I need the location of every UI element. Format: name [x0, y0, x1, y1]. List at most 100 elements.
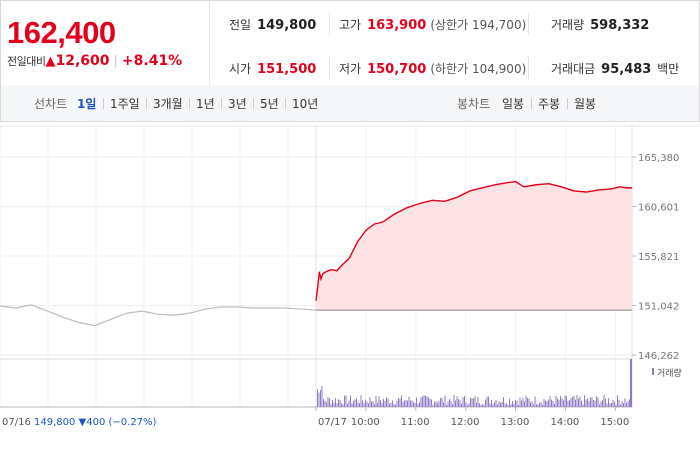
tab-monthly-candle[interactable]: 월봉: [574, 97, 597, 111]
volume-bar: [588, 401, 590, 407]
volume-bar: [366, 401, 368, 407]
change-rate: +8.41%: [121, 53, 183, 69]
volume-bar: [539, 403, 540, 407]
volume-bar: [585, 399, 587, 407]
volume-bar: [336, 403, 338, 407]
volume-bar: [431, 399, 432, 407]
tab-5y[interactable]: 5년: [260, 97, 279, 111]
volume-bar: [554, 403, 555, 407]
volume-bar: [543, 398, 545, 407]
volume-bar: [353, 400, 354, 407]
x-tick-label: 10:00: [351, 417, 380, 428]
volume-bar: [459, 400, 461, 407]
change-line: 전일대비▲12,600 | +8.41%: [7, 53, 182, 69]
tab-1y[interactable]: 1년: [196, 97, 215, 111]
stat-divider: [329, 13, 330, 35]
volume-bar: [425, 395, 426, 407]
volume-bar: [389, 403, 390, 407]
volume-bar: [410, 400, 411, 407]
volume-bar: [528, 398, 530, 407]
volume-bar: [350, 395, 351, 407]
volume-bar: [456, 396, 458, 407]
y-tick-label: 155,821: [638, 252, 679, 263]
volume-bar: [411, 400, 413, 407]
volume-bar: [548, 399, 549, 407]
volume-bar: [560, 395, 561, 407]
volume-bar: [518, 404, 519, 407]
tab-divider: [221, 98, 222, 109]
volume-bar: [399, 398, 401, 407]
amount-stat: 거래대금 95,483 백만: [551, 60, 685, 77]
volume-bar: [429, 398, 431, 407]
y-tick-label: 165,380: [638, 153, 679, 164]
volume-bar: [420, 397, 422, 407]
volume-bar: [578, 398, 579, 407]
volume-bar: [557, 398, 558, 407]
volume-bar: [375, 395, 377, 407]
volume-bar: [471, 398, 473, 407]
tab-10y[interactable]: 10년: [292, 97, 319, 111]
volume-bar: [612, 399, 614, 407]
volume-bar: [465, 402, 467, 407]
volume-value: 598,332: [590, 18, 650, 33]
prev-close-label: 전일: [229, 18, 252, 32]
volume-bar: [372, 401, 374, 407]
upper-limit-value: 194,700): [471, 18, 527, 32]
prev-day-close: 149,800: [34, 417, 79, 428]
volume-stat: 거래량 598,332: [551, 16, 649, 33]
volume-bar: [440, 398, 441, 407]
volume-bar: [566, 396, 567, 407]
up-arrow-icon: ▲: [45, 54, 56, 69]
tab-3m[interactable]: 3개월: [153, 97, 183, 111]
volume-bar: [342, 404, 344, 407]
volume-bar: [446, 404, 447, 407]
volume-bar: [434, 401, 435, 407]
tab-3y[interactable]: 3년: [228, 97, 247, 111]
volume-bar: [338, 399, 339, 407]
volume-bar: [374, 404, 375, 407]
price-summary: 162,400 전일대비▲12,600 | +8.41% 전일 149,800 고가 1…: [0, 0, 700, 87]
volume-bar: [620, 404, 621, 407]
volume-bar: [623, 403, 624, 407]
low-label: 저가: [339, 62, 362, 76]
volume-bar: [479, 403, 480, 407]
volume-bar: [450, 400, 452, 407]
volume-bar: [573, 395, 575, 407]
volume-bar: [347, 403, 348, 407]
volume-bar: [501, 402, 503, 407]
tab-weekly-candle[interactable]: 주봉: [538, 97, 561, 111]
volume-bar: [507, 404, 509, 407]
open-label: 시가: [229, 62, 252, 76]
volume-bar: [435, 401, 437, 407]
tab-1w[interactable]: 1주일: [110, 97, 140, 111]
volume-bar: [552, 400, 554, 407]
volume-bar: [426, 396, 428, 407]
intraday-chart[interactable]: 165,380 160,601 155,821 151,042 146,262 거래량 07…: [0, 121, 700, 450]
volume-bar: [369, 397, 371, 407]
volume-bar: [428, 397, 429, 407]
volume-bar: [396, 400, 398, 407]
volume-bar: [441, 397, 443, 407]
volume-bar: [540, 401, 542, 407]
volume-bar: [341, 403, 342, 407]
volume-bar: [615, 404, 617, 407]
volume-bar: [327, 397, 329, 407]
x-tick-label: 07/17: [318, 417, 347, 428]
volume-bar: [581, 400, 582, 407]
tab-daily-candle[interactable]: 일봉: [502, 97, 525, 111]
volume-bar: [513, 403, 515, 407]
prev-day-info: 07/16 149,800 ▼400 (−0.27%): [2, 417, 157, 428]
tab-1d[interactable]: 1일: [77, 97, 97, 111]
volume-bar: [621, 401, 623, 407]
volume-bar: [600, 401, 602, 407]
volume-bar: [414, 402, 416, 407]
volume-bar: [360, 395, 362, 407]
volume-bar: [482, 404, 483, 407]
prev-day-date: 07/16: [2, 417, 34, 428]
volume-bar: [587, 398, 588, 407]
volume-bar: [447, 401, 449, 407]
volume-bar: [611, 402, 612, 407]
volume-bar: [323, 399, 324, 407]
volume-bar: [461, 403, 462, 407]
volume-bar: [398, 398, 399, 407]
